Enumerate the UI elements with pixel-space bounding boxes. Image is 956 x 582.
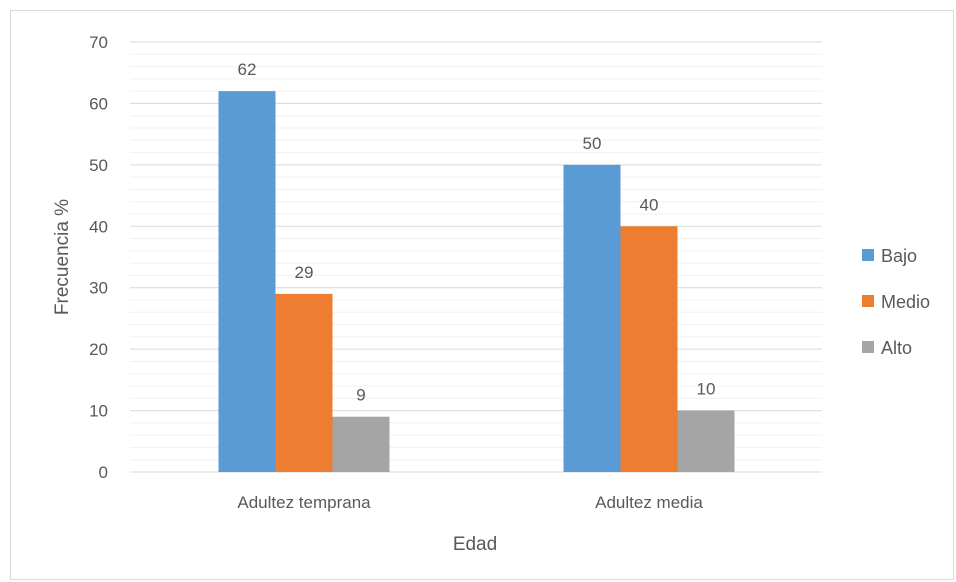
legend-swatch-medio <box>862 295 874 307</box>
x-category-label: Adultez media <box>595 493 703 512</box>
y-tick-label: 40 <box>89 217 108 236</box>
x-axis-categories: Adultez temprana Adultez media <box>237 493 703 512</box>
y-tick-label: 10 <box>89 402 108 421</box>
data-label-medio-1: 29 <box>295 263 314 282</box>
data-label-alto-1: 9 <box>356 386 365 405</box>
y-axis-title: Frecuencia % <box>52 199 73 315</box>
x-category-label: Adultez temprana <box>237 493 371 512</box>
data-labels: 62 29 9 50 40 10 <box>238 60 716 405</box>
legend-swatch-alto <box>862 341 874 353</box>
y-tick-label: 70 <box>89 33 108 52</box>
y-tick-label: 30 <box>89 279 108 298</box>
legend-label-bajo: Bajo <box>881 246 917 266</box>
y-tick-label: 20 <box>89 340 108 359</box>
y-tick-label: 60 <box>89 94 108 113</box>
data-label-bajo-1: 62 <box>238 60 257 79</box>
bar-bajo-1 <box>218 91 276 473</box>
y-tick-label: 50 <box>89 156 108 175</box>
chart-frame <box>10 10 954 580</box>
legend: Bajo Medio Alto <box>862 246 930 358</box>
bar-medio-1 <box>275 293 333 472</box>
y-tick-label: 0 <box>99 463 108 482</box>
x-axis-title: Edad <box>453 534 497 555</box>
bar-bajo-2 <box>563 164 621 472</box>
data-label-medio-2: 40 <box>640 195 659 214</box>
legend-label-alto: Alto <box>881 338 912 358</box>
legend-swatch-bajo <box>862 249 874 261</box>
bar-alto-1 <box>332 416 390 472</box>
legend-label-medio: Medio <box>881 292 930 312</box>
bars <box>218 91 735 473</box>
bar-alto-2 <box>677 410 735 472</box>
y-axis-ticks: 0 10 20 30 40 50 60 70 <box>89 33 108 482</box>
data-label-bajo-2: 50 <box>583 134 602 153</box>
data-label-alto-2: 10 <box>697 380 716 399</box>
bar-medio-2 <box>620 226 678 472</box>
